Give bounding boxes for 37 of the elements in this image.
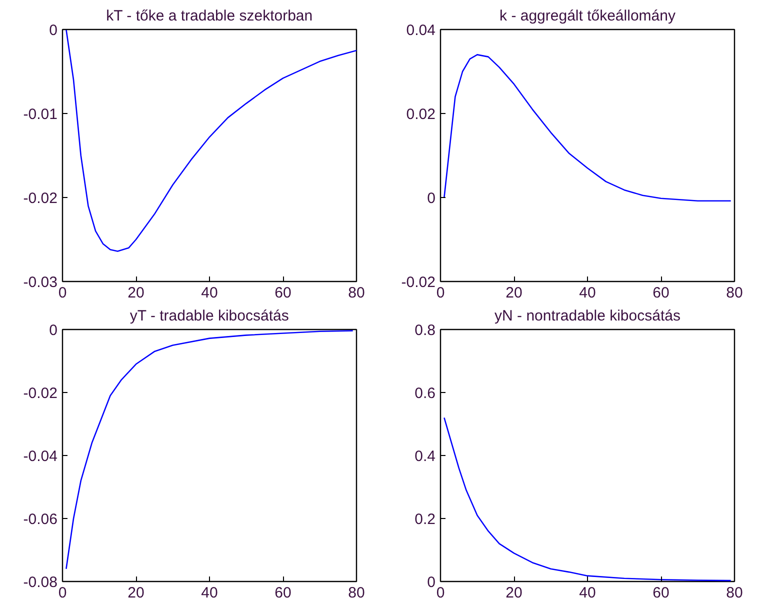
x-tick-label: 80 <box>726 584 743 600</box>
x-tick-label: 40 <box>201 584 218 600</box>
x-tick-label: 40 <box>579 584 596 600</box>
y-tick-label: 0.02 <box>406 106 436 123</box>
x-tick-label: 60 <box>652 284 670 302</box>
y-tick-label: 0 <box>49 22 58 39</box>
x-tick-label: 80 <box>348 284 365 302</box>
chart-title: yT - tradable kibocsátás <box>130 308 289 324</box>
x-tick-label: 40 <box>201 284 218 302</box>
x-tick-label: 20 <box>128 584 144 600</box>
y-tick-label: 0.8 <box>414 322 436 339</box>
x-tick-label: 80 <box>726 284 743 302</box>
chart-title: k - aggregált tőkeállomány <box>500 8 676 24</box>
x-tick-label: 60 <box>274 284 292 302</box>
x-tick-label: 60 <box>274 584 292 600</box>
y-tick-label: -0.04 <box>23 448 58 465</box>
x-tick-label: 20 <box>506 584 522 600</box>
y-tick-label: 0 <box>49 322 58 339</box>
y-tick-label: 0 <box>427 190 436 207</box>
y-tick-label: -0.08 <box>23 574 58 591</box>
y-tick-label: -0.02 <box>23 385 58 402</box>
x-tick-label: 40 <box>579 284 596 302</box>
x-tick-label: 20 <box>128 284 144 302</box>
chart-title: kT - tőke a tradable szektorban <box>106 8 313 24</box>
chart-title: yN - nontradable kibocsátás <box>494 308 680 324</box>
x-tick-label: 20 <box>506 284 522 302</box>
x-tick-label: 60 <box>652 584 670 600</box>
y-tick-label: 0.04 <box>406 22 436 39</box>
y-tick-label: -0.03 <box>23 274 58 291</box>
y-tick-label: -0.02 <box>23 190 58 207</box>
y-tick-label: -0.02 <box>401 274 436 291</box>
y-tick-label: 0.4 <box>414 448 436 465</box>
y-tick-label: 0.2 <box>414 511 436 528</box>
y-tick-label: 0.6 <box>414 385 436 402</box>
y-tick-label: -0.06 <box>23 511 58 528</box>
x-tick-label: 80 <box>348 584 365 600</box>
y-tick-label: -0.01 <box>23 106 58 123</box>
